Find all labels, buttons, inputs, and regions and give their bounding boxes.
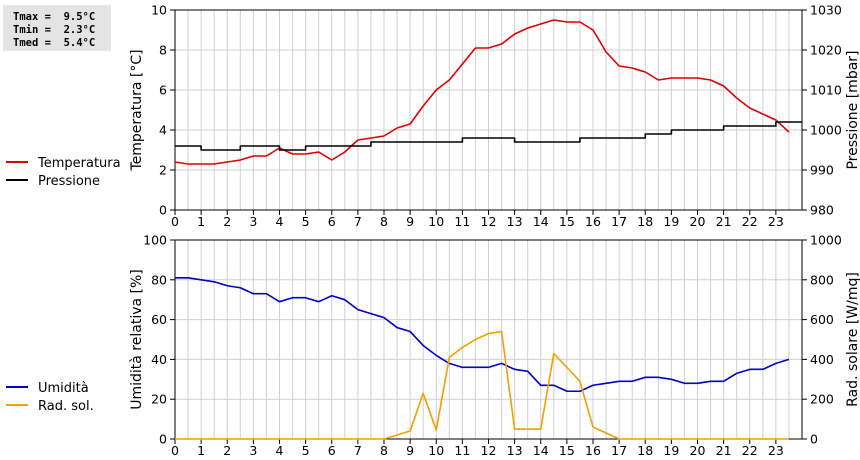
y-tick-label-left: 80	[151, 272, 167, 287]
x-tick-label: 23	[768, 443, 784, 458]
x-tick-label: 2	[223, 443, 231, 458]
legend-label: Temperatura	[37, 156, 121, 171]
y-tick-label-right: 1020	[810, 43, 842, 58]
y-tick-label-left: 10	[151, 3, 167, 18]
x-tick-label: 17	[611, 214, 627, 229]
y-tick-label-right: 600	[810, 312, 834, 327]
y-tick-label-left: 0	[159, 203, 167, 218]
tmax-text: Tmax = 9.5°C	[13, 11, 96, 23]
y-tick-label-right: 800	[810, 272, 834, 287]
y-tick-label-right: 400	[810, 352, 834, 367]
y-tick-label-left: 100	[143, 233, 167, 248]
x-tick-label: 16	[585, 214, 601, 229]
y-tick-label-right: 200	[810, 392, 834, 407]
x-tick-label: 20	[690, 214, 706, 229]
y-axis-label-left: Umidità relativa [%]	[129, 269, 145, 410]
legend-label: Umidità	[38, 381, 89, 396]
x-tick-label: 0	[171, 214, 179, 229]
x-tick-label: 14	[533, 443, 549, 458]
y-tick-label-right: 1000	[810, 233, 842, 248]
y-tick-label-left: 60	[151, 312, 167, 327]
x-tick-label: 10	[428, 214, 444, 229]
y-axis-label-left: Temperatura [°C]	[129, 49, 145, 171]
y-tick-label-left: 8	[159, 43, 167, 58]
y-tick-label-right: 0	[810, 432, 818, 447]
x-tick-label: 8	[380, 214, 388, 229]
y-tick-label-left: 4	[159, 123, 167, 138]
x-tick-label: 6	[328, 214, 336, 229]
x-tick-label: 9	[406, 443, 414, 458]
series-line-temperatura	[174, 19, 790, 165]
x-tick-label: 18	[637, 214, 653, 229]
y-tick-label-left: 0	[159, 432, 167, 447]
x-tick-label: 14	[533, 214, 549, 229]
x-tick-label: 13	[507, 214, 523, 229]
x-tick-label: 20	[690, 443, 706, 458]
x-tick-label: 2	[223, 214, 231, 229]
x-tick-label: 11	[454, 214, 470, 229]
y-tick-label-right: 980	[810, 203, 834, 218]
x-tick-label: 16	[585, 443, 601, 458]
series-line-umidit	[175, 277, 790, 393]
x-tick-label: 1	[197, 443, 205, 458]
tmin-text: Tmin = 2.3°C	[13, 24, 96, 36]
y-tick-label-left: 20	[151, 392, 167, 407]
x-tick-label: 1	[197, 214, 205, 229]
x-tick-label: 15	[559, 214, 575, 229]
x-tick-label: 4	[276, 214, 284, 229]
y-tick-label-right: 1030	[810, 3, 842, 18]
y-tick-label-left: 2	[159, 163, 167, 178]
x-tick-label: 9	[406, 214, 414, 229]
x-tick-label: 12	[481, 443, 497, 458]
y-tick-label-left: 40	[151, 352, 167, 367]
x-tick-label: 21	[716, 443, 732, 458]
x-tick-label: 19	[663, 443, 679, 458]
y-tick-label-right: 1010	[810, 83, 842, 98]
x-tick-label: 7	[354, 443, 362, 458]
x-tick-label: 10	[428, 443, 444, 458]
x-tick-label: 7	[354, 214, 362, 229]
y-axis-label-right: Pressione [mbar]	[845, 50, 860, 169]
x-tick-label: 15	[559, 443, 575, 458]
y-tick-label-right: 990	[810, 163, 834, 178]
x-tick-label: 17	[611, 443, 627, 458]
x-tick-label: 6	[328, 443, 336, 458]
x-tick-label: 3	[249, 214, 257, 229]
x-tick-label: 19	[663, 214, 679, 229]
y-tick-label-left: 6	[159, 83, 167, 98]
x-tick-label: 8	[380, 443, 388, 458]
y-axis-label-right: Rad. solare [W/mq]	[845, 272, 860, 407]
x-tick-label: 13	[507, 443, 523, 458]
legend-label: Rad. sol.	[38, 399, 94, 414]
x-tick-label: 5	[302, 214, 310, 229]
x-tick-label: 3	[249, 443, 257, 458]
series-line-rad-sol	[175, 330, 789, 440]
x-tick-label: 4	[276, 443, 284, 458]
x-tick-label: 0	[171, 443, 179, 458]
y-tick-label-right: 1000	[810, 123, 842, 138]
stats-box: Tmax = 9.5°C Tmin = 2.3°C Tmed = 5.4°C	[3, 5, 111, 51]
x-tick-label: 21	[716, 214, 732, 229]
x-tick-label: 12	[481, 214, 497, 229]
x-tick-label: 23	[768, 214, 784, 229]
x-tick-label: 18	[637, 443, 653, 458]
x-tick-label: 11	[454, 443, 470, 458]
x-tick-label: 22	[742, 443, 758, 458]
x-tick-label: 5	[302, 443, 310, 458]
x-tick-label: 22	[742, 214, 758, 229]
series-line-pressione	[175, 121, 802, 151]
legend-label: Pressione	[38, 174, 100, 189]
tmed-text: Tmed = 5.4°C	[13, 37, 96, 49]
